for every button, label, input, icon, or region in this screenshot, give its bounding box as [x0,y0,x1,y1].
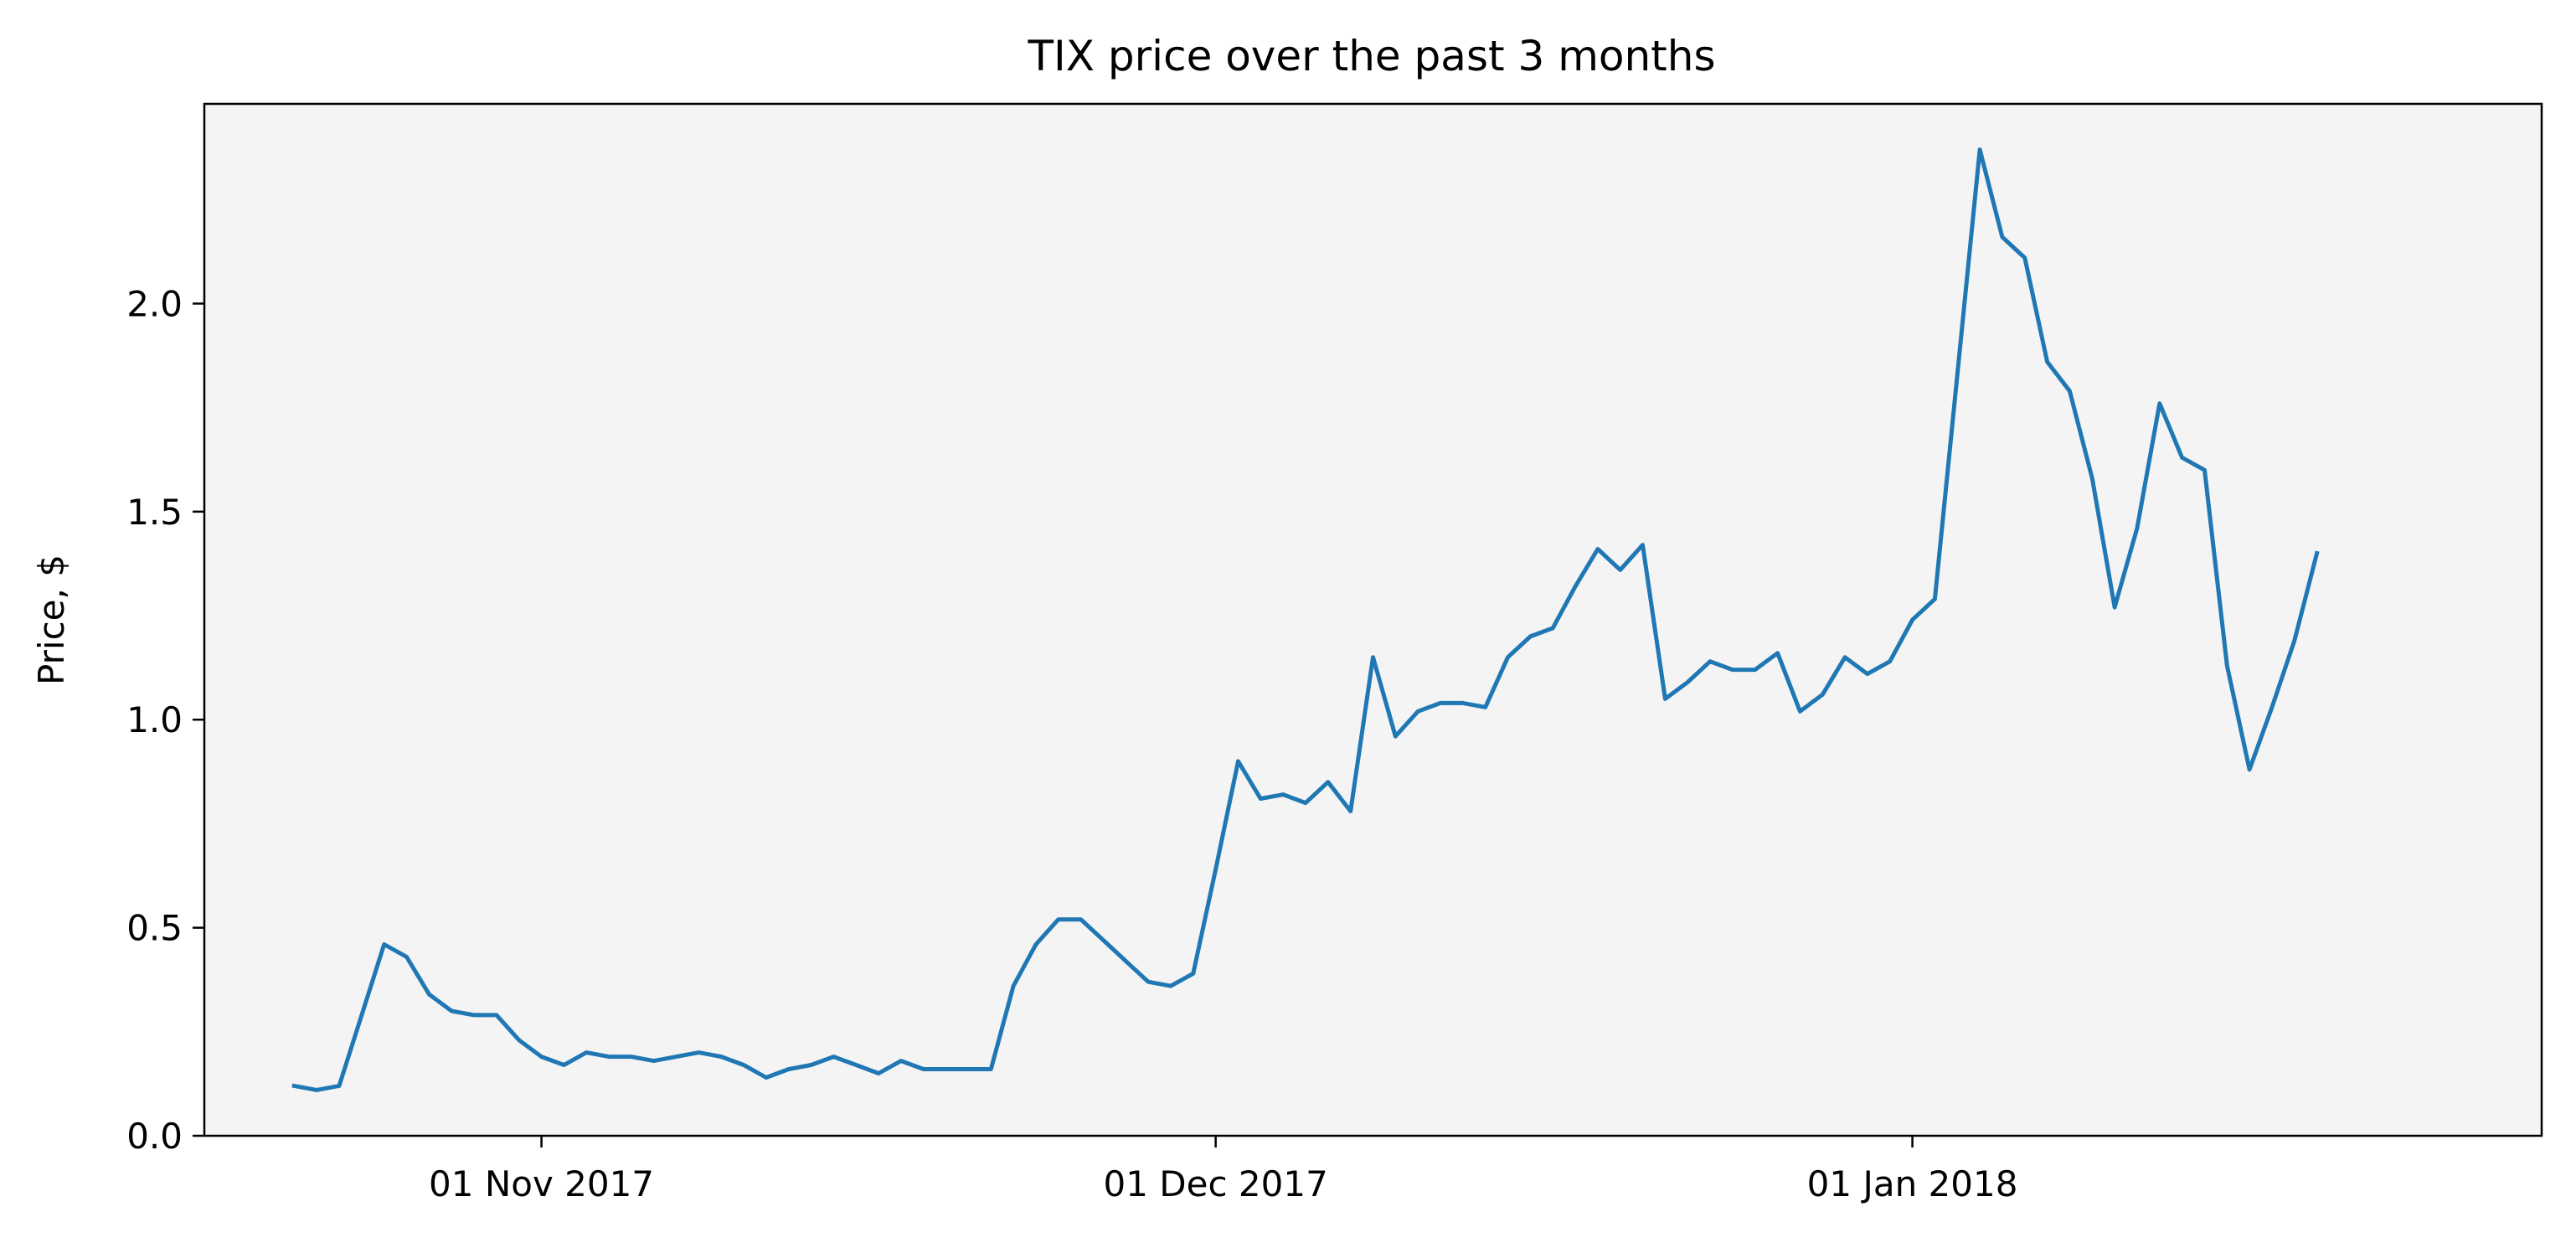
y-tick-label: 1.0 [126,699,183,740]
x-tick-label: 01 Dec 2017 [1103,1163,1327,1204]
y-tick-label: 1.5 [126,492,183,533]
plot-frame [203,102,2543,1137]
chart-title: TIX price over the past 3 months [1027,32,1715,80]
y-axis-label: Price, $ [31,554,72,685]
x-tick-label: 01 Jan 2018 [1807,1163,2018,1204]
y-tick-label: 0.5 [126,908,183,949]
x-tick-label: 01 Nov 2017 [429,1163,654,1204]
series-line [291,147,2320,1092]
x-axis: 01 Nov 2017 01 Dec 2017 01 Jan 2018 [429,1136,2017,1204]
series-layer [291,147,2320,1092]
y-axis: 0.0 0.5 1.0 1.5 2.0 [126,283,204,1157]
y-tick-label: 0.0 [126,1116,183,1157]
y-tick-label: 2.0 [126,283,183,324]
plot-background [204,104,2542,1136]
